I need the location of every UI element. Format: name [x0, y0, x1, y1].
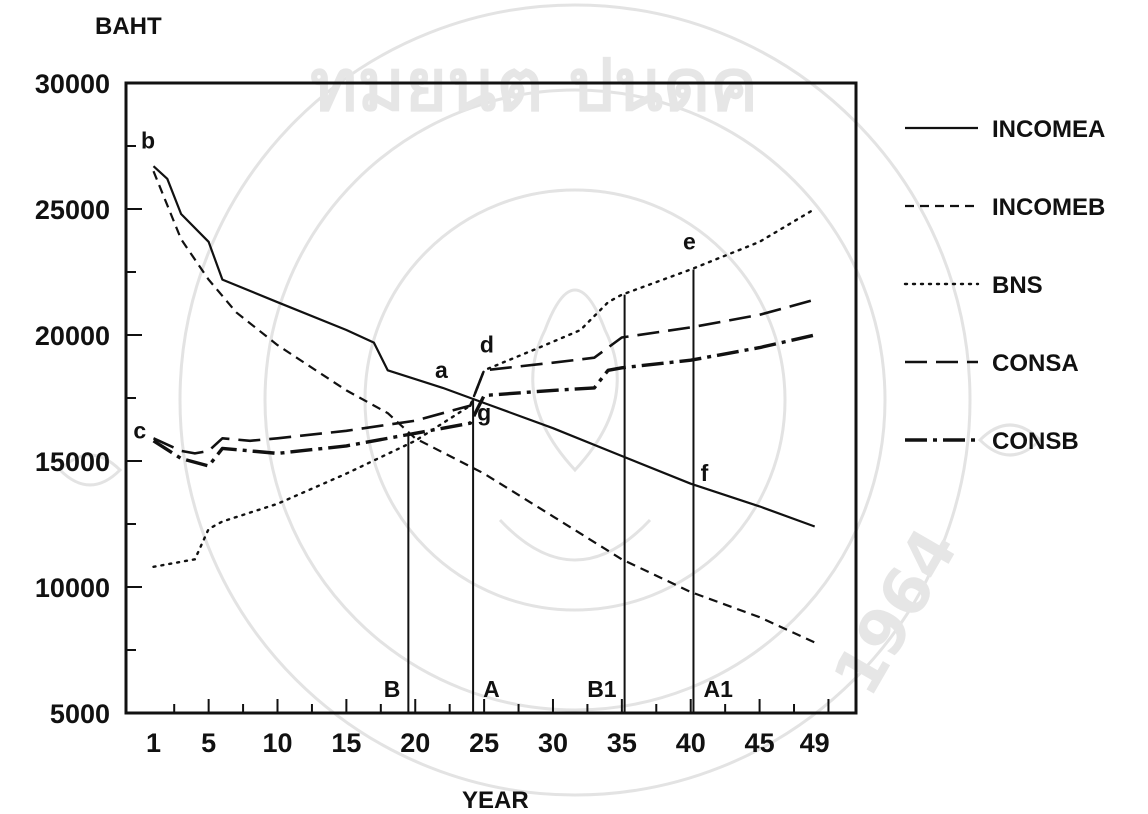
university-seal-watermark: ทมยนต ปนดค 1964 — [57, 3, 1043, 797]
series-line-consa — [152, 298, 816, 455]
y-tick-label: 5000 — [50, 699, 110, 729]
y-ticks: 30000 25000 20000 15000 10000 5000 — [35, 69, 142, 729]
x-tick-label: 40 — [676, 728, 706, 758]
point-label-e: e — [683, 228, 696, 254]
y-tick-label: 10000 — [35, 573, 110, 603]
vertical-line-label: B — [384, 676, 401, 702]
x-tick-label: 1 — [146, 728, 161, 758]
watermark-year: 1964 — [820, 517, 973, 708]
series-lines — [152, 165, 816, 644]
legend-label: INCOMEA — [992, 116, 1105, 143]
y-tick-label: 25000 — [35, 195, 110, 225]
x-ticks: 1 5 10 15 20 25 30 35 40 45 49 — [146, 699, 830, 758]
vertical-line-label: B1 — [587, 676, 617, 702]
series-line-consb — [152, 333, 816, 468]
x-tick-label: 20 — [400, 728, 430, 758]
series-line-bns — [152, 207, 816, 568]
point-label-g: g — [477, 400, 491, 426]
vertical-reference-lines: B A B1 A1 — [384, 269, 733, 713]
legend: INCOMEA INCOMEB BNS CONSA CONSB — [903, 116, 1105, 455]
x-tick-label: 30 — [538, 728, 568, 758]
legend-label: CONSB — [992, 428, 1079, 455]
x-tick-label: 15 — [331, 728, 361, 758]
x-tick-label: 10 — [262, 728, 292, 758]
series-line-incomea — [152, 165, 816, 528]
point-label-a: a — [435, 357, 448, 383]
point-label-c: c — [133, 417, 146, 443]
series-line-incomeb — [152, 170, 816, 644]
legend-label: CONSA — [992, 350, 1079, 377]
x-tick-label: 49 — [800, 728, 830, 758]
watermark-ring-text: ทมยนต ปนดค — [310, 43, 758, 127]
legend-label: INCOMEB — [992, 194, 1105, 221]
point-label-b: b — [141, 128, 155, 154]
vertical-line-label: A1 — [703, 676, 733, 702]
x-tick-label: 5 — [201, 728, 216, 758]
y-tick-label: 15000 — [35, 447, 110, 477]
point-labels: b c a d g e f — [133, 128, 708, 487]
x-tick-label: 35 — [607, 728, 637, 758]
y-tick-label: 30000 — [35, 69, 110, 99]
x-tick-label: 25 — [469, 728, 499, 758]
y-tick-label: 20000 — [35, 321, 110, 351]
plot-frame — [124, 81, 858, 715]
x-axis-title: YEAR — [462, 787, 529, 814]
point-label-f: f — [701, 460, 709, 486]
point-label-d: d — [480, 332, 494, 358]
vertical-line-label: A — [483, 676, 500, 702]
x-tick-label: 45 — [745, 728, 775, 758]
y-axis-title: BAHT — [95, 13, 162, 40]
legend-label: BNS — [992, 272, 1043, 299]
